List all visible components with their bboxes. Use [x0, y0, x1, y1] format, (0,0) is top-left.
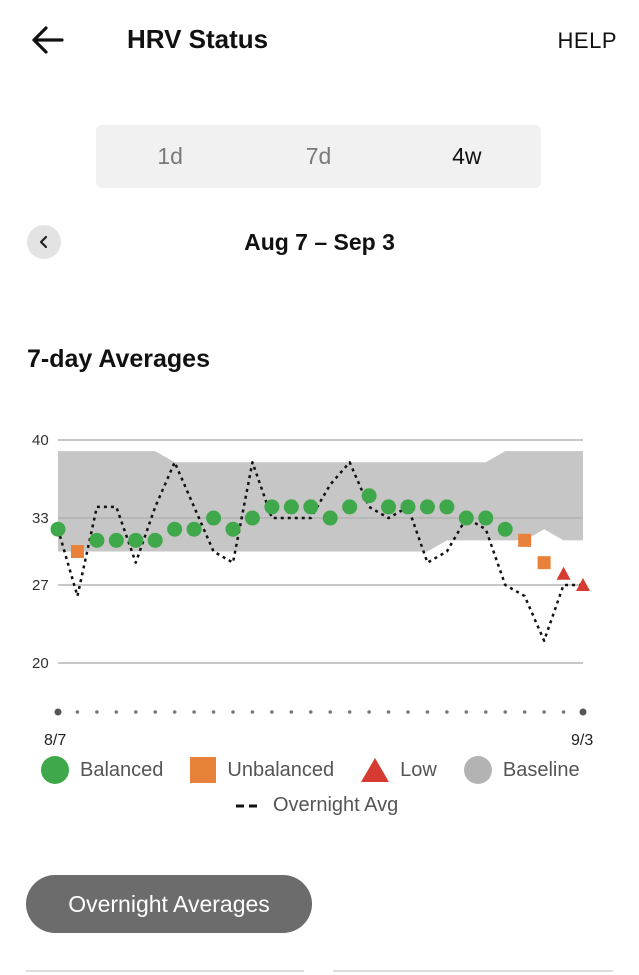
legend-label: Balanced [80, 758, 164, 781]
balanced-point [497, 521, 513, 537]
date-tick-dot [445, 710, 449, 714]
help-button[interactable]: HELP [557, 28, 617, 53]
low-point [576, 577, 590, 591]
overnight-averages-button[interactable]: Overnight Averages [26, 875, 312, 933]
circle-marker-icon [463, 756, 492, 784]
balanced-point [244, 510, 260, 526]
date-tick-dot [579, 708, 587, 716]
x-start-label: 8/7 [44, 732, 67, 749]
date-tick-dot [133, 710, 138, 714]
date-tick-dot [95, 710, 99, 714]
date-tick-dot [153, 710, 158, 714]
balanced-point [342, 499, 358, 515]
legend-overnight-avg: Overnight Avg [235, 794, 398, 817]
date-tick-dot [522, 710, 527, 714]
tab-7d[interactable]: 7d [305, 143, 332, 169]
balanced-point [458, 510, 474, 526]
page-title: HRV Status [127, 24, 269, 54]
balanced-point [167, 521, 183, 537]
y-tick-label: 27 [32, 577, 49, 594]
circle-marker-icon [41, 756, 69, 784]
balanced-point [147, 532, 163, 548]
tab-4w[interactable]: 4w [452, 143, 482, 169]
date-tick-dot [54, 708, 62, 716]
triangle-marker-icon [361, 758, 390, 782]
y-tick-label: 33 [32, 510, 49, 527]
date-tick-dot [250, 710, 255, 714]
balanced-point [419, 499, 435, 515]
legend-label: Baseline [502, 758, 580, 781]
legend-label: Unbalanced [227, 758, 335, 781]
balanced-point [206, 510, 222, 526]
legend-label: Low [400, 758, 437, 781]
unbalanced-point [537, 556, 551, 570]
balanced-point [225, 521, 241, 537]
section-title: 7-day Averages [27, 345, 210, 373]
square-marker-icon [190, 757, 217, 783]
balanced-point [186, 521, 202, 537]
y-tick-label: 40 [32, 432, 49, 449]
date-tick-dot [406, 710, 410, 714]
time-range-tabs: 1d 7d 4w [96, 125, 541, 188]
legend-balanced: Balanced [40, 755, 163, 785]
balanced-point [283, 499, 299, 515]
balanced-point [108, 532, 124, 548]
balanced-point [439, 499, 455, 515]
date-tick-dot [542, 710, 546, 714]
hrv-chart: 40 33 27 20 [32, 432, 590, 716]
back-button[interactable] [30, 22, 66, 58]
balanced-point [264, 499, 280, 515]
date-tick-dot [425, 710, 430, 714]
overnight-avg-line [56, 461, 583, 642]
legend-unbalanced: Unbalanced [189, 756, 334, 784]
date-tick-dot [289, 710, 294, 714]
header: HRV Status HELP [0, 0, 639, 80]
balanced-point [303, 499, 319, 515]
date-tick-dot [503, 710, 508, 714]
date-tick-dot [114, 710, 119, 714]
unbalanced-point [518, 533, 532, 547]
previous-range-button[interactable] [27, 225, 61, 259]
legend-label: Overnight Avg [273, 794, 399, 816]
date-tick-dot [211, 710, 216, 714]
date-tick-dot [75, 710, 80, 714]
balanced-point [381, 499, 397, 515]
divider [26, 970, 304, 972]
date-tick-dot [483, 710, 488, 714]
date-tick-dot [367, 710, 371, 714]
date-tick-dot [231, 710, 235, 714]
date-tick-dot [308, 710, 313, 714]
legend-low: Low [360, 756, 437, 784]
unbalanced-point [70, 545, 84, 558]
chevron-left-icon [39, 235, 48, 249]
date-tick-dot [464, 710, 469, 714]
arrow-left-icon [32, 26, 64, 54]
balanced-point [50, 521, 66, 537]
date-tick-dot [270, 710, 274, 714]
balanced-point [322, 510, 338, 526]
divider [333, 970, 613, 972]
date-tick-dot [386, 710, 391, 714]
date-tick-dot [561, 710, 566, 714]
date-tick-dot [347, 710, 352, 714]
dashed-line-icon [236, 804, 262, 807]
balanced-point [400, 499, 416, 515]
balanced-point [89, 532, 105, 548]
balanced-point [478, 510, 494, 526]
date-tick-dot [172, 710, 177, 714]
balanced-point [128, 532, 144, 548]
date-tick-dot [328, 710, 333, 714]
balanced-point [361, 488, 377, 504]
x-end-label: 9/3 [571, 732, 594, 749]
legend-baseline: Baseline [463, 755, 580, 785]
low-point [556, 566, 571, 580]
date-tick-dot [192, 710, 196, 714]
y-tick-label: 20 [32, 655, 49, 672]
tab-1d[interactable]: 1d [157, 143, 183, 169]
date-range-label: Aug 7 – Sep 3 [244, 229, 395, 255]
